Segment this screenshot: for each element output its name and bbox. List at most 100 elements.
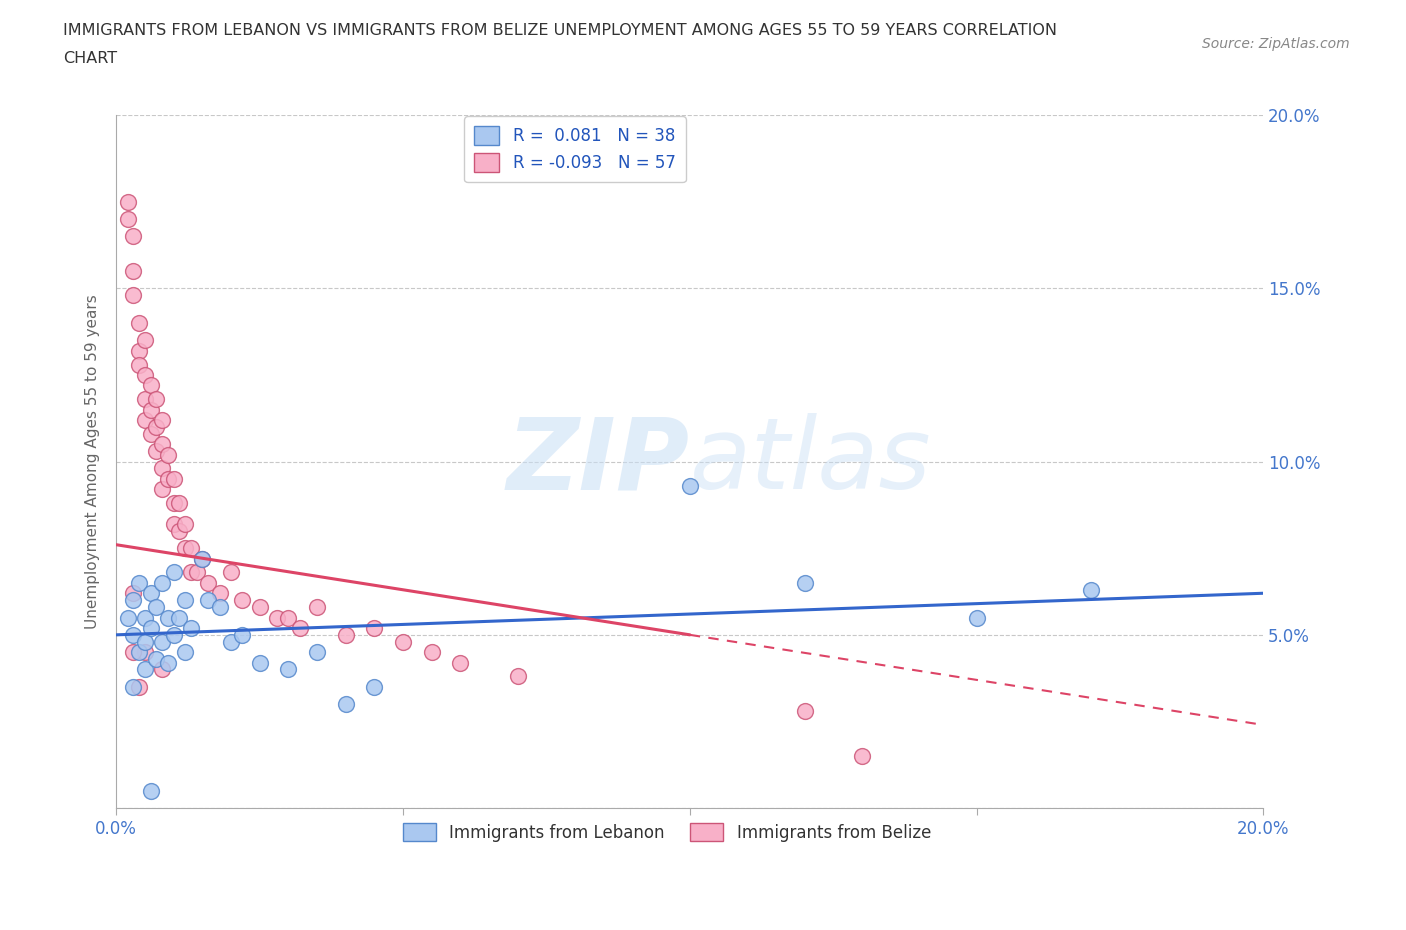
Text: IMMIGRANTS FROM LEBANON VS IMMIGRANTS FROM BELIZE UNEMPLOYMENT AMONG AGES 55 TO : IMMIGRANTS FROM LEBANON VS IMMIGRANTS FR… bbox=[63, 23, 1057, 38]
Point bbox=[150, 662, 173, 677]
Point bbox=[169, 496, 191, 511]
Point bbox=[191, 551, 214, 566]
Point bbox=[305, 644, 328, 659]
Point bbox=[1080, 582, 1102, 597]
Point bbox=[793, 576, 815, 591]
Point bbox=[122, 263, 145, 278]
Legend: Immigrants from Lebanon, Immigrants from Belize: Immigrants from Lebanon, Immigrants from… bbox=[396, 817, 938, 848]
Point bbox=[420, 644, 443, 659]
Point bbox=[851, 749, 873, 764]
Point bbox=[139, 402, 162, 417]
Point bbox=[277, 662, 299, 677]
Point bbox=[150, 413, 173, 428]
Point bbox=[134, 634, 156, 649]
Point bbox=[197, 576, 219, 591]
Point bbox=[679, 478, 702, 493]
Point bbox=[174, 644, 197, 659]
Point bbox=[122, 287, 145, 302]
Point bbox=[219, 634, 242, 649]
Point bbox=[128, 357, 150, 372]
Point bbox=[180, 540, 202, 555]
Point bbox=[162, 472, 184, 486]
Point bbox=[392, 634, 415, 649]
Point bbox=[145, 392, 167, 406]
Point bbox=[145, 600, 167, 615]
Point bbox=[134, 367, 156, 382]
Point bbox=[128, 343, 150, 358]
Text: CHART: CHART bbox=[63, 51, 117, 66]
Point bbox=[966, 610, 988, 625]
Point bbox=[128, 644, 150, 659]
Point bbox=[197, 592, 219, 607]
Text: Source: ZipAtlas.com: Source: ZipAtlas.com bbox=[1202, 37, 1350, 51]
Point bbox=[134, 644, 156, 659]
Point bbox=[150, 482, 173, 497]
Point bbox=[134, 333, 156, 348]
Point bbox=[180, 620, 202, 635]
Point bbox=[139, 783, 162, 798]
Point bbox=[208, 586, 231, 601]
Point bbox=[191, 551, 214, 566]
Point bbox=[186, 565, 208, 580]
Y-axis label: Unemployment Among Ages 55 to 59 years: Unemployment Among Ages 55 to 59 years bbox=[86, 294, 100, 629]
Point bbox=[277, 610, 299, 625]
Point bbox=[128, 576, 150, 591]
Point bbox=[174, 540, 197, 555]
Point bbox=[122, 628, 145, 643]
Point bbox=[180, 565, 202, 580]
Point bbox=[150, 634, 173, 649]
Point bbox=[249, 655, 271, 670]
Point bbox=[266, 610, 288, 625]
Point bbox=[145, 419, 167, 434]
Point bbox=[335, 628, 357, 643]
Point bbox=[288, 620, 311, 635]
Point bbox=[122, 680, 145, 695]
Point bbox=[305, 600, 328, 615]
Point bbox=[156, 610, 179, 625]
Point bbox=[128, 315, 150, 330]
Point bbox=[122, 586, 145, 601]
Text: ZIP: ZIP bbox=[506, 413, 690, 510]
Point bbox=[162, 516, 184, 531]
Point bbox=[128, 680, 150, 695]
Point bbox=[156, 472, 179, 486]
Point bbox=[145, 652, 167, 667]
Point bbox=[134, 662, 156, 677]
Point bbox=[150, 437, 173, 452]
Point bbox=[793, 704, 815, 719]
Point bbox=[134, 610, 156, 625]
Point bbox=[363, 620, 385, 635]
Text: atlas: atlas bbox=[690, 413, 931, 510]
Point bbox=[231, 628, 253, 643]
Point bbox=[145, 444, 167, 458]
Point bbox=[363, 680, 385, 695]
Point bbox=[249, 600, 271, 615]
Point bbox=[162, 565, 184, 580]
Point bbox=[506, 669, 529, 684]
Point bbox=[122, 592, 145, 607]
Point bbox=[156, 655, 179, 670]
Point bbox=[231, 592, 253, 607]
Point bbox=[335, 697, 357, 711]
Point bbox=[139, 378, 162, 392]
Point bbox=[219, 565, 242, 580]
Point bbox=[139, 620, 162, 635]
Point bbox=[139, 426, 162, 441]
Point bbox=[156, 447, 179, 462]
Point bbox=[150, 461, 173, 476]
Point bbox=[169, 610, 191, 625]
Point bbox=[162, 496, 184, 511]
Point bbox=[134, 413, 156, 428]
Point bbox=[117, 610, 139, 625]
Point bbox=[139, 586, 162, 601]
Point bbox=[174, 592, 197, 607]
Point bbox=[117, 194, 139, 209]
Point bbox=[169, 524, 191, 538]
Point bbox=[122, 644, 145, 659]
Point bbox=[134, 392, 156, 406]
Point bbox=[208, 600, 231, 615]
Point bbox=[117, 211, 139, 226]
Point bbox=[174, 516, 197, 531]
Point bbox=[150, 576, 173, 591]
Point bbox=[122, 229, 145, 244]
